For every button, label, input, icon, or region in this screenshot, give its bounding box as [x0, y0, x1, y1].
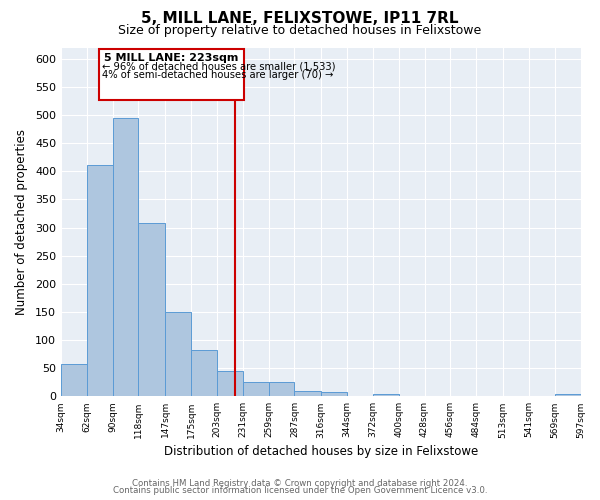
Text: 5 MILL LANE: 223sqm: 5 MILL LANE: 223sqm: [104, 53, 238, 63]
Text: Contains public sector information licensed under the Open Government Licence v3: Contains public sector information licen…: [113, 486, 487, 495]
Text: 5, MILL LANE, FELIXSTOWE, IP11 7RL: 5, MILL LANE, FELIXSTOWE, IP11 7RL: [141, 11, 459, 26]
Bar: [269, 382, 295, 396]
Text: ← 96% of detached houses are smaller (1,533): ← 96% of detached houses are smaller (1,…: [101, 62, 335, 72]
Y-axis label: Number of detached properties: Number of detached properties: [15, 129, 28, 315]
Bar: [139, 223, 165, 396]
Text: Size of property relative to detached houses in Felixstowe: Size of property relative to detached ho…: [118, 24, 482, 37]
Bar: [321, 392, 347, 396]
X-axis label: Distribution of detached houses by size in Felixstowe: Distribution of detached houses by size …: [164, 444, 478, 458]
Bar: [243, 382, 269, 396]
Bar: [61, 364, 87, 396]
Text: 4% of semi-detached houses are larger (70) →: 4% of semi-detached houses are larger (7…: [101, 70, 333, 80]
Text: Contains HM Land Registry data © Crown copyright and database right 2024.: Contains HM Land Registry data © Crown c…: [132, 478, 468, 488]
Bar: [99, 48, 244, 100]
Bar: [217, 371, 243, 396]
Bar: [87, 165, 113, 396]
Bar: [191, 350, 217, 397]
Bar: [373, 394, 398, 396]
Bar: [113, 118, 139, 396]
Bar: [165, 312, 191, 396]
Bar: [295, 390, 321, 396]
Bar: [554, 394, 581, 396]
